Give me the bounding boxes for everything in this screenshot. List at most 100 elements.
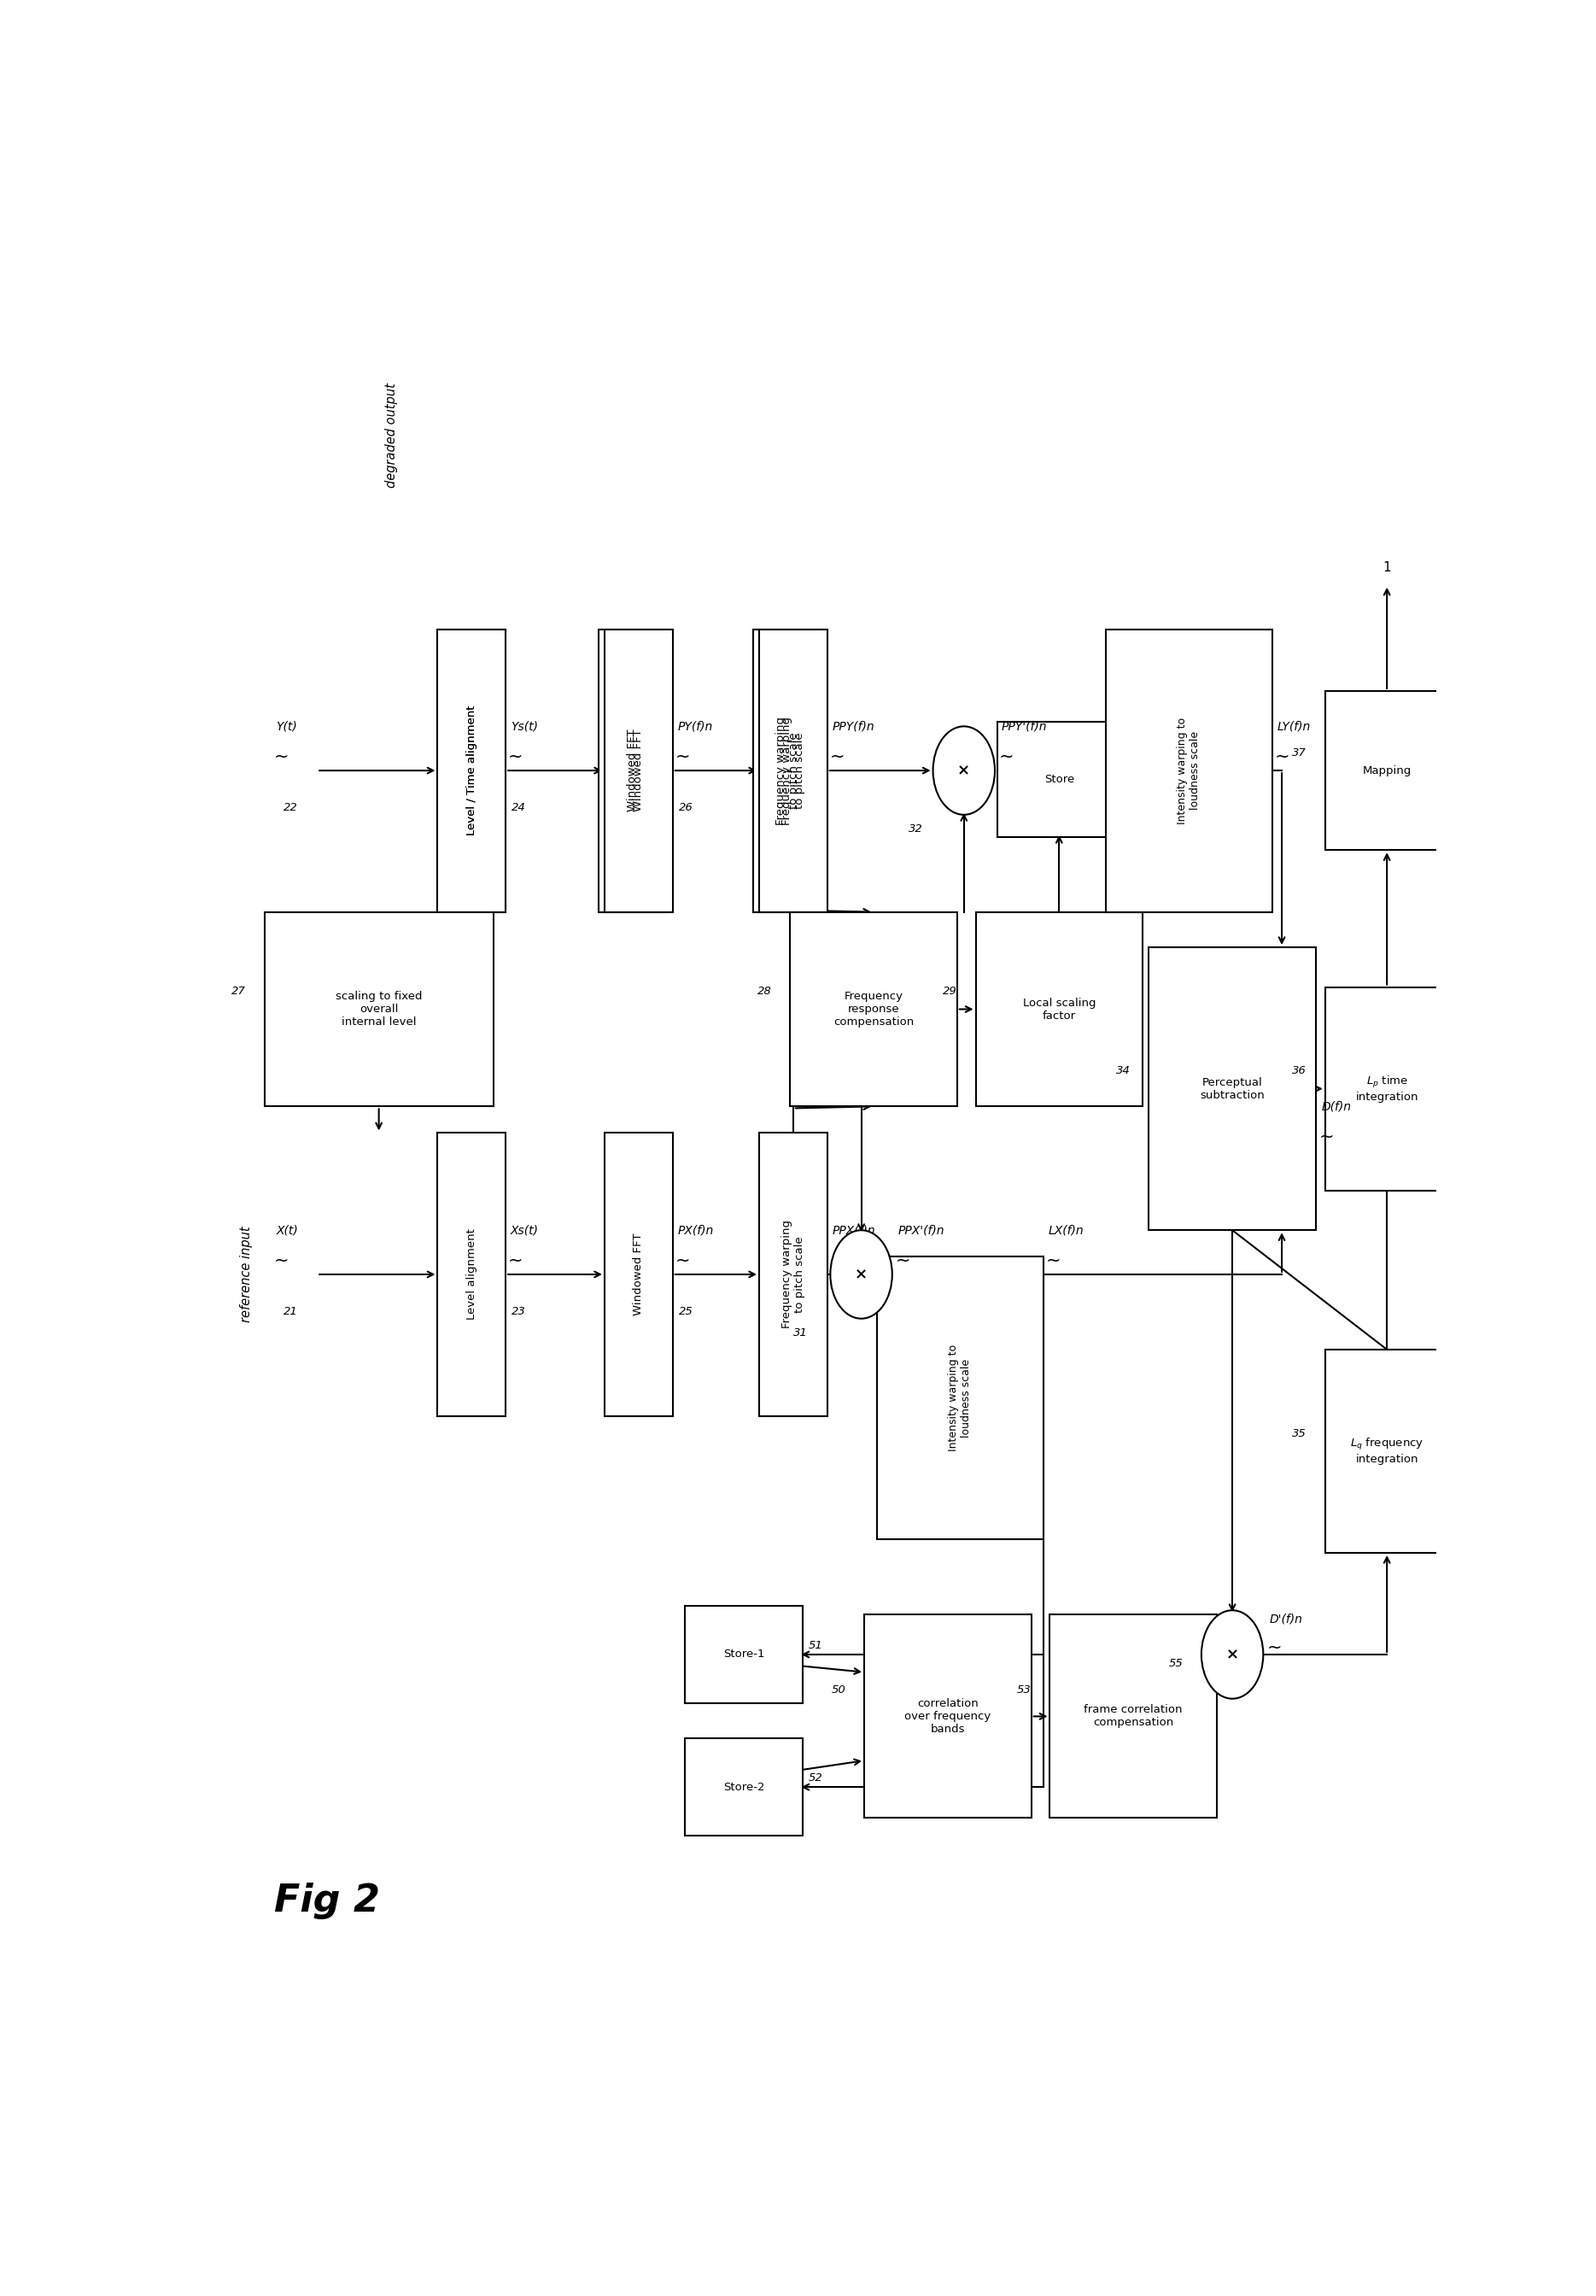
Text: LX(f)n: LX(f)n [1049, 1224, 1084, 1235]
Text: ~: ~ [508, 1251, 523, 1270]
Text: 1: 1 [1382, 560, 1392, 574]
Text: Level / Time alignment: Level / Time alignment [466, 705, 477, 836]
Text: ~: ~ [1320, 1127, 1334, 1146]
Text: 52: 52 [809, 1773, 824, 1784]
Bar [1149, 948, 1315, 1231]
Text: Windowed FFT: Windowed FFT [627, 730, 638, 813]
Text: Local scaling
factor: Local scaling factor [1023, 996, 1095, 1022]
Circle shape [934, 726, 994, 815]
Text: ~: ~ [895, 1251, 911, 1270]
Text: Fig 2: Fig 2 [275, 1883, 380, 1919]
Circle shape [830, 1231, 892, 1318]
Text: Mapping: Mapping [1363, 765, 1411, 776]
Text: Windowed FFT: Windowed FFT [634, 730, 645, 813]
Text: 27: 27 [231, 985, 246, 996]
Text: D'(f)n: D'(f)n [1269, 1614, 1302, 1626]
Text: ~: ~ [508, 748, 523, 765]
Text: correlation
over frequency
bands: correlation over frequency bands [905, 1699, 991, 1736]
Text: 35: 35 [1293, 1428, 1307, 1440]
Text: D(f)n: D(f)n [1321, 1100, 1352, 1114]
Text: Store-1: Store-1 [723, 1649, 764, 1660]
Text: ~: ~ [675, 1251, 689, 1270]
Text: reference input: reference input [239, 1226, 252, 1322]
Text: Xs(t): Xs(t) [511, 1224, 539, 1235]
Text: 36: 36 [1293, 1065, 1307, 1077]
Text: 25: 25 [678, 1306, 693, 1318]
Text: X(t): X(t) [276, 1224, 298, 1235]
Text: 21: 21 [284, 1306, 298, 1318]
Text: ×: × [855, 1267, 868, 1281]
Text: scaling to fixed
overall
internal level: scaling to fixed overall internal level [335, 992, 423, 1029]
Text: Frequency warping
to pitch scale: Frequency warping to pitch scale [782, 716, 804, 824]
Text: 22: 22 [284, 801, 298, 813]
Text: Frequency warping
to pitch scale: Frequency warping to pitch scale [776, 716, 800, 824]
Text: ~: ~ [275, 1251, 289, 1270]
Circle shape [1202, 1609, 1264, 1699]
Text: ~: ~ [275, 748, 289, 765]
Text: ~: ~ [830, 1251, 844, 1270]
Text: ~: ~ [1045, 1251, 1061, 1270]
Text: Windowed FFT: Windowed FFT [634, 1233, 645, 1316]
Bar [685, 1738, 803, 1837]
Bar [685, 1605, 803, 1704]
Text: PPX'(f)n: PPX'(f)n [899, 1224, 945, 1235]
Text: $L_p$ time
integration: $L_p$ time integration [1355, 1075, 1419, 1102]
Text: ~: ~ [1267, 1639, 1282, 1655]
Text: ×: × [1226, 1646, 1238, 1662]
Bar [790, 912, 958, 1107]
Text: Level / Time alignment: Level / Time alignment [466, 705, 477, 836]
Text: 30: 30 [964, 755, 978, 767]
Text: Store-2: Store-2 [723, 1782, 764, 1793]
Bar [437, 629, 506, 912]
Text: 53: 53 [1017, 1685, 1031, 1694]
Bar [753, 629, 820, 912]
Text: ×: × [958, 762, 970, 778]
Bar [605, 629, 672, 912]
Text: Store: Store [1044, 774, 1074, 785]
Bar [437, 1132, 506, 1417]
Bar [1325, 987, 1449, 1189]
Text: LY(f)n: LY(f)n [1277, 721, 1310, 732]
Text: ~: ~ [675, 748, 689, 765]
Text: PPY(f)n: PPY(f)n [832, 721, 875, 732]
Text: 28: 28 [757, 985, 771, 996]
Text: 55: 55 [1168, 1658, 1183, 1669]
Text: Ys(t): Ys(t) [511, 721, 538, 732]
Text: 51: 51 [809, 1639, 824, 1651]
Text: 37: 37 [1293, 746, 1307, 758]
Bar [437, 629, 506, 912]
Bar [876, 1256, 1044, 1541]
Text: Frequency warping
to pitch scale: Frequency warping to pitch scale [782, 1219, 804, 1329]
Bar [1325, 691, 1449, 850]
Text: 32: 32 [908, 824, 922, 836]
Text: $L_q$ frequency
integration: $L_q$ frequency integration [1350, 1437, 1424, 1465]
Text: ~: ~ [999, 748, 1013, 765]
Bar [605, 1132, 672, 1417]
Text: 26: 26 [678, 801, 693, 813]
Text: PPY'(f)n: PPY'(f)n [1001, 721, 1047, 732]
Text: degraded output: degraded output [385, 383, 397, 487]
Text: frame correlation
compensation: frame correlation compensation [1084, 1704, 1183, 1729]
Text: 31: 31 [793, 1327, 808, 1339]
Bar [1106, 629, 1272, 912]
Bar [265, 912, 493, 1107]
Text: Level alignment: Level alignment [466, 1228, 477, 1320]
Bar [1325, 1350, 1449, 1552]
Text: ~: ~ [1275, 748, 1290, 765]
Text: Y(t): Y(t) [276, 721, 297, 732]
Text: Frequency
response
compensation: Frequency response compensation [833, 992, 915, 1029]
Text: 50: 50 [832, 1685, 846, 1694]
Bar [975, 912, 1143, 1107]
Text: Intensity warping to
loudness scale: Intensity warping to loudness scale [948, 1345, 972, 1451]
Text: 23: 23 [512, 1306, 527, 1318]
Text: PY(f)n: PY(f)n [678, 721, 713, 732]
Text: ~: ~ [830, 748, 844, 765]
Bar [865, 1614, 1031, 1818]
Bar [1050, 1614, 1216, 1818]
Bar [598, 629, 667, 912]
Text: 24: 24 [512, 801, 527, 813]
Text: 34: 34 [1116, 1065, 1130, 1077]
Bar [998, 721, 1120, 836]
Bar [760, 1132, 827, 1417]
Text: 29: 29 [943, 985, 958, 996]
